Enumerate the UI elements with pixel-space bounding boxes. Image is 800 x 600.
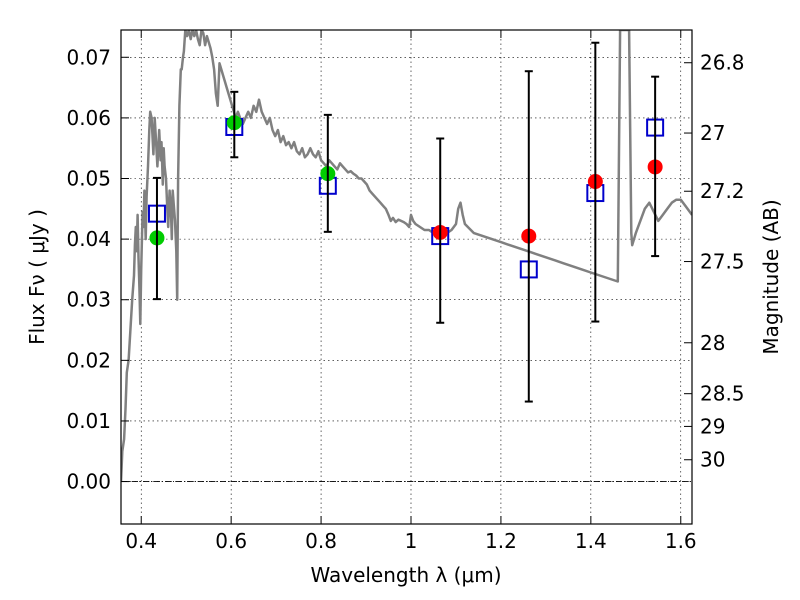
y-tick-label: 0.00 bbox=[66, 470, 111, 494]
plot-area bbox=[121, 30, 692, 524]
error-bar bbox=[591, 41, 600, 323]
error-bar bbox=[152, 176, 161, 301]
x-tick-label: 0.6 bbox=[215, 529, 247, 553]
x-tick-label: 0.8 bbox=[305, 529, 337, 553]
y-tick-label: 0.03 bbox=[66, 288, 111, 312]
y2-tick-label: 26.8 bbox=[700, 51, 745, 75]
error-bar bbox=[230, 90, 239, 159]
y-tick-label: 0.06 bbox=[66, 106, 111, 130]
y-tick-label: 0.01 bbox=[66, 409, 111, 433]
x-tick-label: 1 bbox=[405, 529, 418, 553]
y-tick-label: 0.05 bbox=[66, 167, 111, 191]
x-tick-label: 1.2 bbox=[485, 529, 517, 553]
y2-tick-label: 28.5 bbox=[700, 382, 745, 406]
x-tick-label: 0.4 bbox=[125, 529, 157, 553]
y2-axis-label: Magnitude (AB) bbox=[759, 199, 783, 354]
y-tick-label: 0.07 bbox=[66, 45, 111, 69]
ticks: 0.4 0.6 0.8 1 1.2 1.4 1.6 0.00 0.01 0.02 0.03 0.04 0… bbox=[66, 30, 745, 553]
y2-tick-label: 27.5 bbox=[700, 250, 745, 274]
error-bar bbox=[436, 137, 445, 324]
y-tick-label: 0.04 bbox=[66, 227, 111, 251]
y2-tick-label: 27 bbox=[700, 121, 725, 145]
model-sed-line bbox=[121, 30, 692, 482]
y2-tick-label: 27.2 bbox=[700, 179, 745, 203]
x-axis-label: Wavelength λ (μm) bbox=[310, 563, 501, 587]
error-bar bbox=[524, 70, 533, 403]
x-tick-label: 1.4 bbox=[575, 529, 607, 553]
y2-tick-label: 30 bbox=[700, 448, 725, 472]
y2-tick-label: 29 bbox=[700, 414, 725, 438]
x-tick-label: 1.6 bbox=[665, 529, 697, 553]
error-bar bbox=[323, 113, 332, 233]
data-layer bbox=[121, 30, 692, 482]
grid bbox=[121, 30, 692, 524]
plot-frame bbox=[120, 29, 693, 525]
y2-tick-label: 28 bbox=[700, 331, 725, 355]
y-axis-label: Flux Fν ( μJy ) bbox=[25, 209, 49, 345]
error-bar bbox=[651, 75, 660, 258]
y-tick-label: 0.02 bbox=[66, 348, 111, 372]
